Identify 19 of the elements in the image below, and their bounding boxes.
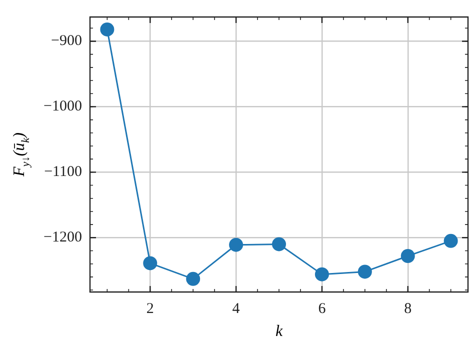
y-tick-label: −900 [51, 33, 82, 50]
y-axis-title: Fy↓(ūk) [11, 132, 32, 178]
point [314, 267, 329, 282]
point [444, 234, 458, 248]
point [100, 22, 114, 36]
point [400, 248, 415, 263]
x-tick-label: 8 [404, 300, 412, 317]
x-tick-label: 2 [146, 300, 154, 317]
point [229, 238, 244, 252]
point [272, 237, 286, 252]
point [186, 272, 200, 286]
y-tick-label: −1000 [44, 98, 82, 115]
y-tick-label: −1200 [44, 230, 82, 246]
point [358, 264, 372, 279]
point [143, 256, 158, 270]
y-tick-label: −1100 [44, 164, 82, 180]
x-tick-label: 4 [232, 300, 240, 317]
x-axis-title: k [275, 323, 284, 340]
x-tick-label: 6 [318, 300, 326, 317]
